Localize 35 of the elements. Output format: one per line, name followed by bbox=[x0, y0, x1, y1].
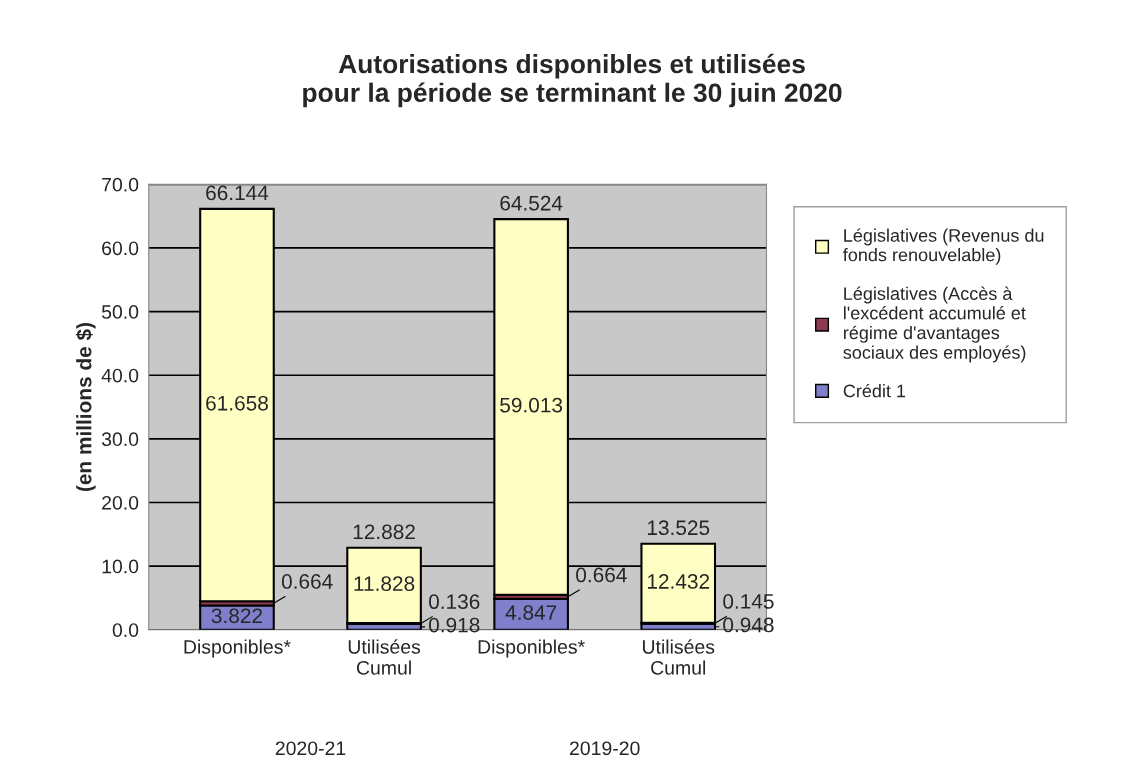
text: 2020-21 bbox=[275, 741, 346, 756]
data-label: 0.136 bbox=[429, 594, 480, 610]
y-tick-label: 40.0 bbox=[101, 368, 139, 383]
x-tick-label: Disponibles* bbox=[184, 639, 291, 658]
total-label: 13.525 bbox=[647, 520, 710, 536]
total-label: 12.882 bbox=[353, 524, 415, 540]
text: 2019-20 bbox=[569, 741, 640, 756]
data-label: 12.432 bbox=[647, 574, 710, 589]
y-tick-label: 60.0 bbox=[102, 241, 139, 256]
y-tick-label: 0.0 bbox=[112, 623, 139, 637]
data-label: 0.664 bbox=[576, 567, 627, 583]
data-label: 61.658 bbox=[206, 395, 268, 411]
y-tick-label: 20.0 bbox=[102, 495, 139, 510]
x-tick-label: Disponibles* bbox=[478, 639, 585, 658]
chart-title: Autorisations disponibles et utilisées pour la période se terminant le 30 juin 2020 bbox=[303, 53, 842, 108]
data-label: 4.847 bbox=[505, 605, 557, 620]
y-tick-label: 50.0 bbox=[101, 305, 139, 319]
y-tick-label: 70.0 bbox=[102, 177, 139, 192]
y-tick-label: 30.0 bbox=[101, 432, 139, 447]
total-label: 66.144 bbox=[206, 185, 269, 201]
total-label: 64.524 bbox=[500, 195, 563, 211]
data-label: 11.828 bbox=[354, 576, 415, 592]
data-label: 0.948 bbox=[723, 617, 774, 633]
legend-label: Crédit 1 bbox=[843, 383, 906, 398]
data-label: 3.822 bbox=[211, 608, 262, 624]
data-label: 0.664 bbox=[281, 574, 333, 589]
data-label: 0.145 bbox=[723, 594, 774, 609]
data-label: 0.918 bbox=[429, 617, 480, 633]
x-tick-label: Utilisées Cumul bbox=[642, 639, 715, 675]
y-tick-label: 10.0 bbox=[102, 559, 139, 574]
legend-label: Législatives (Accès à l'excédent accumulé et régime d'avantages sociaux des employés) bbox=[843, 286, 1026, 363]
y-axis-title: (en millions de $) bbox=[75, 322, 96, 492]
data-label: 59.013 bbox=[500, 397, 563, 413]
legend-label: Législatives (Revenus du fonds renouvelable) bbox=[843, 228, 1044, 265]
x-tick-label: Utilisées Cumul bbox=[348, 639, 421, 675]
